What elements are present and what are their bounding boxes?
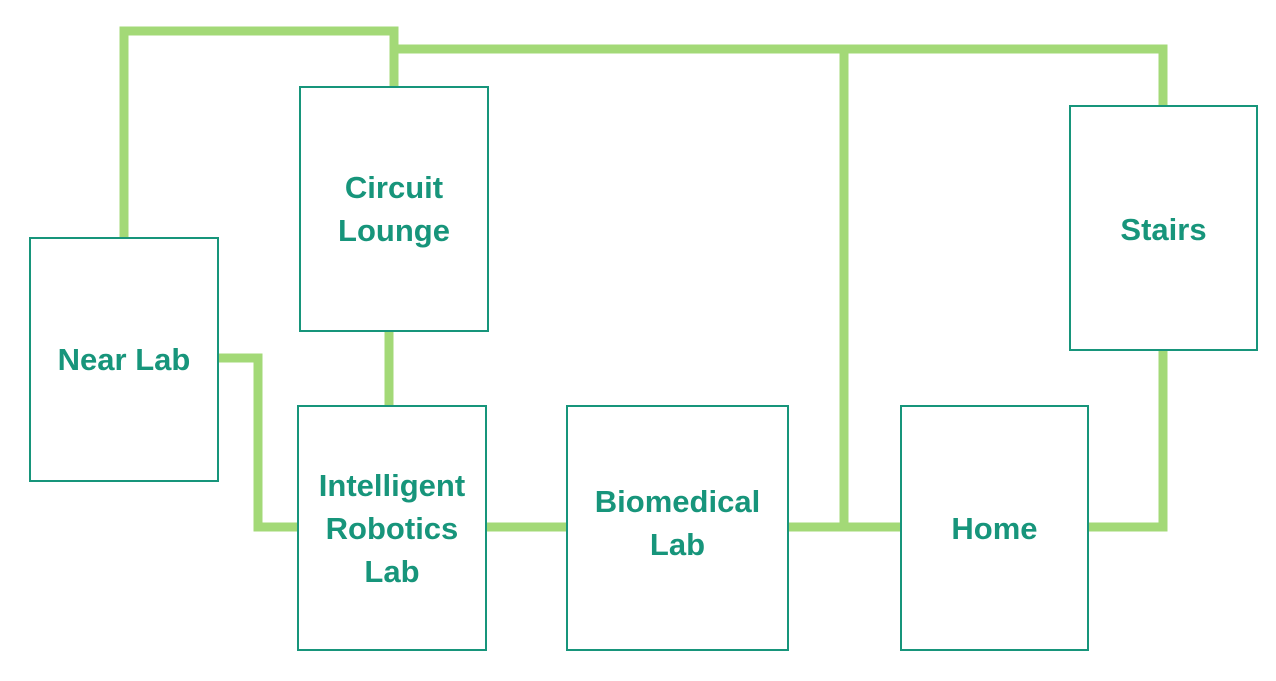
room-label-circuit-lounge: Circuit Lounge bbox=[338, 170, 450, 248]
connector-near-lab-to-circuit-lounge bbox=[119, 26, 399, 242]
room-biomedical-lab[interactable]: Biomedical Lab bbox=[566, 405, 789, 651]
room-home[interactable]: Home bbox=[900, 405, 1089, 651]
room-label-stairs: Stairs bbox=[1120, 211, 1207, 247]
connector-top-corridor bbox=[389, 44, 1168, 110]
room-label-near-lab: Near Lab bbox=[57, 342, 191, 377]
connector-near-lab-to-robotics-lab bbox=[214, 353, 302, 532]
room-circuit-lounge[interactable]: Circuit Lounge bbox=[299, 86, 489, 332]
room-label-home: Home bbox=[951, 510, 1038, 546]
room-stairs[interactable]: Stairs bbox=[1069, 105, 1258, 351]
room-near-lab[interactable]: Near Lab bbox=[29, 237, 219, 482]
connector-home-to-stairs bbox=[1084, 346, 1168, 532]
room-label-intelligent-robotics-lab: Intelligent Robotics Lab bbox=[318, 467, 466, 589]
room-label-biomedical-lab: Biomedical Lab bbox=[594, 484, 761, 562]
room-intelligent-robotics-lab[interactable]: Intelligent Robotics Lab bbox=[297, 405, 487, 651]
